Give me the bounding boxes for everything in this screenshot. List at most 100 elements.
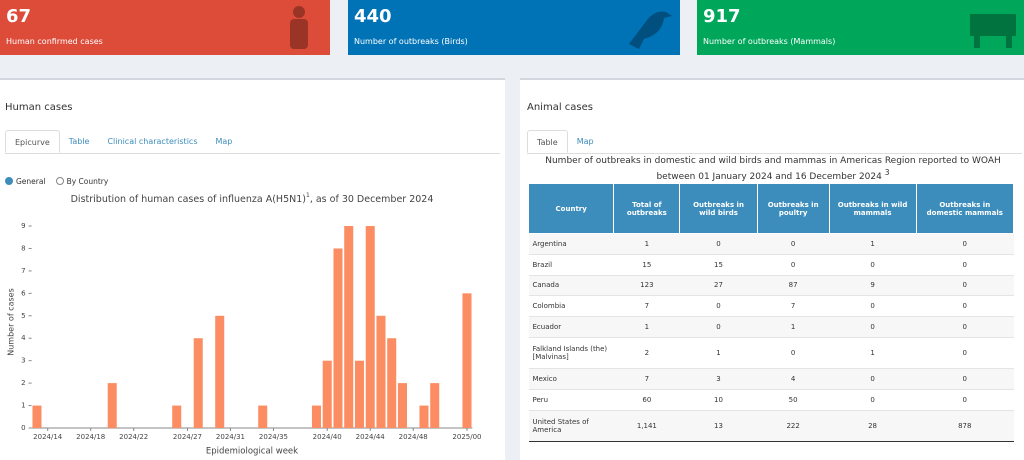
bar <box>365 226 375 428</box>
table-title-text: Number of outbreaks in domestic and wild… <box>545 156 1001 182</box>
column-header[interactable]: Country <box>527 183 615 234</box>
table-cell: Canada <box>528 275 614 297</box>
bar <box>322 360 332 428</box>
bar <box>258 405 268 428</box>
table-row: United States of America 1,141 13 222 28 878 <box>528 410 1014 442</box>
table-row: Mexico 7 3 4 0 0 <box>528 368 1014 390</box>
bar <box>333 248 343 428</box>
table-cell: 9 <box>829 275 917 297</box>
tab[interactable]: Table <box>68 137 90 146</box>
tabs: Epicurve Table Clinical characteristics Map <box>5 130 500 154</box>
table-cell: Argentina <box>528 233 614 255</box>
stat-value: 67 <box>6 6 32 27</box>
bar <box>32 405 42 428</box>
chart-title: Distribution of human cases of influenza… <box>71 192 434 205</box>
table-cell: 0 <box>679 316 758 338</box>
table-row: Colombia 7 0 7 0 0 <box>528 295 1014 318</box>
stat-card: 440 Number of outbreaks (Birds) <box>348 0 680 55</box>
tab[interactable]: Clinical characteristics <box>107 137 198 146</box>
stat-label: Number of outbreaks (Birds) <box>354 37 468 46</box>
x-tick-label: 2024/27 <box>173 433 202 441</box>
bar <box>419 405 429 428</box>
bar <box>107 383 117 428</box>
table-cell: 15 <box>613 254 680 276</box>
column-header[interactable]: Total of outbreaks <box>613 183 681 234</box>
bar <box>354 360 364 428</box>
chart: Distribution of human cases of influenza… <box>7 192 482 457</box>
table-row: Canada 123 27 87 9 0 <box>528 275 1014 297</box>
radio[interactable]: By Country <box>56 177 109 186</box>
icon <box>970 14 1016 48</box>
table-cell: 60 <box>613 389 680 411</box>
table-cell: Colombia <box>528 295 614 318</box>
x-tick-label: 2024/40 <box>313 433 342 441</box>
y-tick-label: 3 <box>21 357 25 365</box>
table-cell: 0 <box>916 295 1014 318</box>
x-tick-label: 2024/22 <box>119 433 148 441</box>
x-tick-label: 2024/35 <box>259 433 288 441</box>
x-tick-label: 2024/18 <box>76 433 105 441</box>
table-cell: Ecuador <box>528 316 614 338</box>
y-tick-label: 7 <box>21 267 25 275</box>
table-cell: 0 <box>829 254 917 276</box>
table-cell: 87 <box>757 275 830 297</box>
radio[interactable]: General <box>5 177 46 186</box>
table-title: Number of outbreaks in domestic and wild… <box>528 156 1018 183</box>
title-suffix: , as of 30 December 2024 <box>310 194 434 205</box>
bar <box>311 405 321 428</box>
bar <box>193 338 203 428</box>
table-cell: 1 <box>829 233 917 255</box>
table-body: Argentina 1 0 0 1 0 Brazil 15 15 0 0 0 Canada 123 27 87… <box>528 233 1014 442</box>
table-cell: 1,141 <box>613 410 680 442</box>
y-tick-label: 9 <box>21 222 25 230</box>
heading: Animal cases <box>527 102 593 113</box>
table-row: Brazil 15 15 0 0 0 <box>528 254 1014 276</box>
tab[interactable]: Epicurve <box>5 130 60 153</box>
table-cell: 0 <box>916 254 1014 276</box>
stat-value: 917 <box>703 6 741 27</box>
table-cell: Peru <box>528 389 614 411</box>
tab[interactable]: Map <box>215 137 233 146</box>
table-row: Peru 60 10 50 0 0 <box>528 389 1014 411</box>
bar <box>344 226 354 428</box>
y-axis-label: Number of cases <box>7 288 16 356</box>
y-tick-label: 1 <box>21 402 25 410</box>
x-axis-label: Epidemiological week <box>206 447 298 457</box>
table-cell: 10 <box>679 389 758 411</box>
table-cell: Falkland Islands (the) [Malvinas] <box>528 337 614 369</box>
table-cell: 0 <box>916 389 1014 411</box>
stat-card: 917 Number of outbreaks (Mammals) <box>697 0 1024 55</box>
stat-card: 67 Human confirmed cases <box>0 0 330 55</box>
table-cell: 0 <box>916 337 1014 369</box>
bar <box>376 315 386 428</box>
table-cell: 0 <box>916 316 1014 338</box>
column-header[interactable]: Outbreaks in wild mammals <box>828 183 917 234</box>
bar <box>172 405 182 428</box>
table-title-note: 3 <box>884 168 890 177</box>
table-cell: 0 <box>757 337 830 369</box>
title: Distribution of human cases of influenza… <box>71 194 306 205</box>
y-tick-label: 0 <box>21 424 25 432</box>
tab[interactable]: Map <box>576 137 594 146</box>
table-row: Argentina 1 0 0 1 0 <box>528 233 1014 255</box>
bar <box>462 293 472 428</box>
table-cell: 0 <box>916 275 1014 297</box>
icon <box>629 11 672 49</box>
table-cell: 1 <box>679 337 758 369</box>
tab[interactable]: Table <box>527 130 568 153</box>
column-header[interactable]: Outbreaks in domestic mammals <box>915 183 1015 234</box>
y-tick-label: 8 <box>21 244 25 252</box>
table-cell: Mexico <box>528 368 614 390</box>
table-cell: 0 <box>916 233 1014 255</box>
y-tick-label: 2 <box>21 379 25 387</box>
table-cell: 222 <box>757 410 830 442</box>
table-cell: 1 <box>613 316 680 338</box>
table-cell: 3 <box>679 368 758 390</box>
table-cell: 0 <box>829 368 917 390</box>
x-tick-label: 2024/31 <box>216 433 245 441</box>
tabs: Table Map <box>527 130 1022 154</box>
column-header[interactable]: Outbreaks in poultry <box>756 183 830 234</box>
table-cell: 2 <box>613 337 680 369</box>
column-header[interactable]: Outbreaks in wild birds <box>679 183 758 234</box>
